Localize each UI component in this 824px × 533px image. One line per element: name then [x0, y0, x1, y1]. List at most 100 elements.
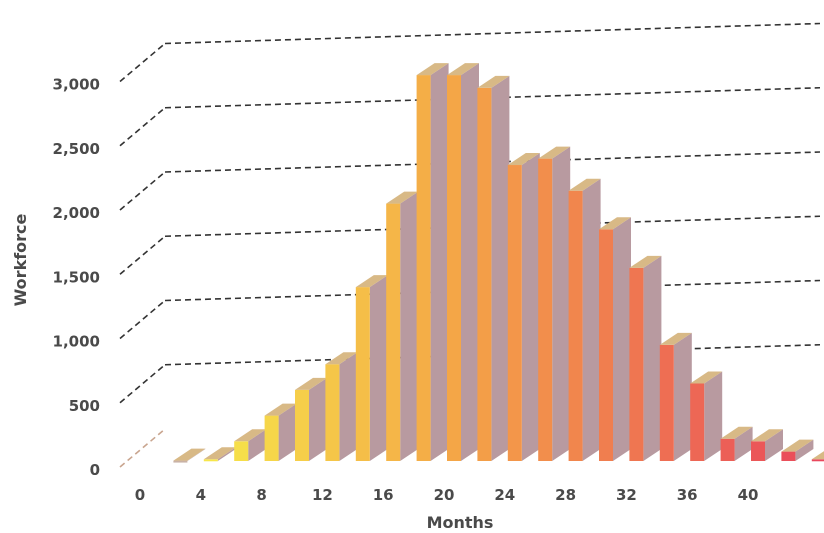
- bar-top: [203, 447, 236, 460]
- bar-front: [234, 441, 249, 461]
- y-axis-title: Workforce: [11, 213, 30, 306]
- gridline-diagonal: [119, 299, 166, 340]
- bar-side: [339, 352, 358, 461]
- x-tick-label: 16: [373, 486, 394, 504]
- bar-side: [187, 448, 206, 461]
- bar-side: [461, 63, 479, 461]
- bar-top: [355, 275, 388, 288]
- bar-side: [673, 332, 692, 461]
- bar-top: [507, 153, 540, 166]
- bar: [234, 429, 267, 461]
- bar: [659, 332, 692, 461]
- bar-side: [217, 447, 236, 461]
- gridline-diagonal: [119, 235, 166, 275]
- bar-top: [173, 448, 206, 461]
- bar-front: [599, 229, 613, 461]
- bar: [295, 377, 327, 461]
- bar-front: [629, 267, 644, 461]
- y-tick-label: 1,500: [53, 268, 100, 286]
- bar: [751, 429, 783, 461]
- x-tick-label: 8: [256, 486, 266, 504]
- bar-front: [355, 287, 370, 461]
- bar-top: [234, 429, 267, 442]
- bar: [264, 403, 297, 461]
- bar-top: [538, 146, 571, 159]
- tick-labels: 0 500 1,000 1,500 2,000 2,500 3,000 0 4 8 12 16 20 24…: [53, 76, 759, 505]
- y-tick-label: 1,000: [53, 333, 100, 351]
- x-tick-label: 28: [555, 486, 576, 504]
- bar-top: [629, 255, 662, 268]
- gridline-diagonal: [119, 42, 166, 83]
- bar: [203, 447, 236, 462]
- bar-side: [795, 439, 814, 461]
- bar-front: [751, 441, 765, 461]
- x-tick-label: 36: [677, 486, 698, 504]
- bar-top: [295, 377, 327, 390]
- bar-side: [248, 429, 267, 461]
- bar-top: [720, 426, 753, 439]
- bar: [386, 191, 419, 461]
- bar: [325, 352, 358, 461]
- bar-front: [325, 364, 340, 461]
- bar: [538, 146, 571, 461]
- y-tick-label: 2,000: [53, 204, 100, 222]
- bar-side: [734, 426, 753, 461]
- bar-top: [659, 332, 692, 345]
- bar-top: [416, 63, 449, 76]
- bar-front: [173, 460, 188, 463]
- bar-top: [599, 217, 631, 230]
- bar-top: [447, 63, 479, 76]
- x-tick-label: 0: [135, 486, 145, 504]
- gridline-diagonal: [119, 428, 166, 468]
- y-tick-label: 0: [90, 461, 100, 479]
- bar-top: [781, 439, 814, 452]
- bar: [690, 371, 723, 461]
- bar-top: [325, 352, 358, 365]
- bar-front: [568, 190, 583, 461]
- bar-side: [400, 191, 419, 461]
- x-axis-title: Months: [427, 513, 494, 532]
- bar-top: [264, 403, 297, 416]
- bar-front: [203, 459, 218, 462]
- bar-top: [477, 75, 510, 88]
- bar-side: [430, 63, 449, 461]
- x-tick-label: 24: [494, 486, 515, 504]
- bar: [599, 217, 631, 461]
- bar: [629, 255, 662, 461]
- bar-top: [568, 178, 601, 191]
- bar-front: [720, 438, 735, 461]
- bar-side: [552, 146, 571, 461]
- bar-side: [278, 403, 297, 461]
- bar-front: [781, 451, 796, 461]
- bar-front: [690, 383, 705, 461]
- bar: [720, 426, 753, 461]
- bar-front: [538, 158, 553, 461]
- gridline-diagonal: [119, 171, 166, 211]
- y-tick-label: 2,500: [53, 140, 100, 158]
- bar-top: [751, 429, 783, 442]
- bar-front: [416, 75, 431, 461]
- bar-side: [704, 371, 723, 461]
- bar-side: [613, 217, 631, 461]
- gridline-diagonal: [119, 364, 166, 404]
- bar-side: [369, 275, 388, 461]
- y-tick-label: 500: [69, 397, 100, 415]
- bar: [416, 63, 449, 461]
- bar: [477, 75, 510, 462]
- x-tick-label: 20: [434, 486, 455, 504]
- x-tick-label: 40: [738, 486, 759, 504]
- bar-side: [309, 377, 327, 461]
- bar-top: [690, 371, 723, 384]
- bar-front: [264, 415, 279, 461]
- bar-series: [173, 63, 824, 463]
- bar-side: [582, 178, 601, 461]
- bar-top: [811, 451, 824, 460]
- x-tick-label: 32: [616, 486, 637, 504]
- bar-side: [521, 153, 540, 461]
- bar-front: [386, 203, 401, 461]
- bar: [811, 451, 824, 462]
- bar-side: [491, 75, 510, 462]
- bar-front: [477, 87, 492, 462]
- gridline-diagonal: [119, 107, 166, 147]
